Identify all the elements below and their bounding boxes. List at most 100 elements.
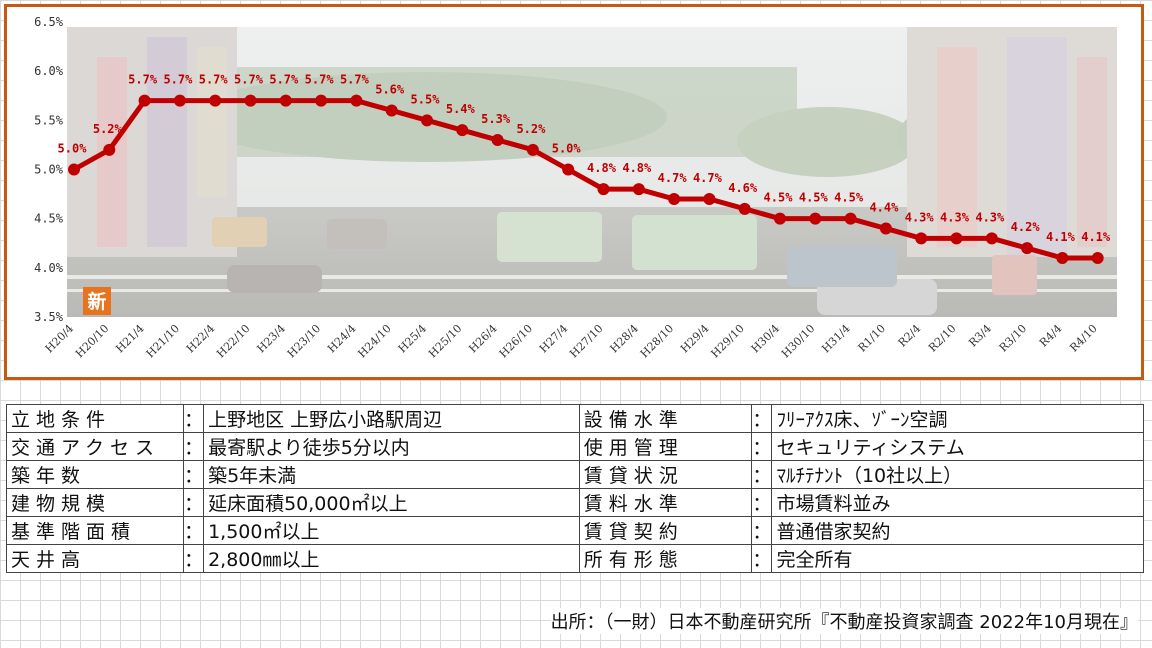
separator-cell: ： <box>751 516 773 545</box>
data-point <box>103 143 116 156</box>
data-point <box>385 104 398 117</box>
data-label: 5.0% <box>58 142 88 156</box>
y-tick-label: 4.0% <box>34 261 64 275</box>
x-tick-label: H30/4 <box>749 322 782 355</box>
data-label: 4.5% <box>799 191 829 205</box>
data-point <box>173 94 186 107</box>
data-label: 4.3% <box>940 210 970 224</box>
data-label: 5.2% <box>93 122 123 136</box>
data-point <box>738 202 751 215</box>
x-tick-label: R4/10 <box>1067 322 1100 355</box>
data-label: 5.7% <box>199 73 229 87</box>
data-point <box>68 163 80 176</box>
table-row: 立地条件：上野地区 上野広小路駅周辺 設備水準：ﾌﾘｰｱｸｽ床、ｿﾞｰﾝ空調 <box>5 404 1144 433</box>
x-tick-label: R4/4 <box>1037 322 1065 350</box>
x-tick-label: R3/4 <box>966 322 994 350</box>
new-badge: 新 <box>83 287 111 315</box>
data-point <box>703 193 716 205</box>
left-value-cell: 上野地区 上野広小路駅周辺 <box>203 404 580 433</box>
x-tick-label: H25/10 <box>426 322 464 360</box>
data-point <box>809 212 822 225</box>
separator-cell: ： <box>183 460 205 489</box>
x-tick-label: H28/10 <box>638 322 676 360</box>
x-tick-label: H22/10 <box>214 322 252 360</box>
left-label-cell: 交通アクセス <box>5 432 185 461</box>
data-point <box>985 232 998 245</box>
street-photo-background <box>67 27 1117 317</box>
data-point <box>950 232 963 245</box>
data-point <box>597 183 610 196</box>
right-label-cell: 使用管理 <box>578 432 753 461</box>
chart-frame: 3.5% 4.0% 4.5% 5.0% 5.5% 6.0% 6.5% H20/4 H20/10… <box>4 4 1144 380</box>
data-label: 5.2% <box>516 122 546 136</box>
separator-cell: ： <box>183 488 205 517</box>
separator-cell: ： <box>751 432 773 461</box>
x-tick-label: H31/4 <box>819 322 852 355</box>
left-value-cell: 築5年未満 <box>203 460 580 489</box>
table-row: 交通アクセス：最寄駅より徒歩5分以内 使用管理：セキュリティシステム <box>5 432 1144 461</box>
data-label: 4.3% <box>905 210 935 224</box>
right-label-cell: 賃貸契約 <box>578 516 753 545</box>
data-point <box>1091 252 1104 264</box>
source-note: 出所：（一財）日本不動産研究所『不動産投資家調査 2022年10月現在』 <box>550 608 1138 634</box>
data-point <box>279 94 292 107</box>
property-conditions-table: 立地条件：上野地区 上野広小路駅周辺 設備水準：ﾌﾘｰｱｸｽ床、ｿﾞｰﾝ空調 交通ア… <box>5 404 1144 573</box>
separator-cell: ： <box>183 432 205 461</box>
data-point <box>315 94 328 107</box>
x-tick-label: H27/4 <box>537 322 570 355</box>
x-tick-label: R1/10 <box>856 322 889 355</box>
separator-cell: ： <box>183 404 205 433</box>
data-point <box>879 222 892 235</box>
y-tick-label: 5.5% <box>34 113 64 127</box>
separator-cell: ： <box>751 460 773 489</box>
data-labels: 5.0% 5.2% 5.7% 5.7% 5.7% 5.7% 5.7% 5.7% 5.7% 5.6%… <box>58 73 1111 244</box>
data-point <box>526 143 539 156</box>
x-tick-label: H30/10 <box>779 322 817 360</box>
data-label: 4.7% <box>658 171 688 185</box>
x-tick-label: H27/10 <box>567 322 605 360</box>
right-value-cell: ﾌﾘｰｱｸｽ床、ｿﾞｰﾝ空調 <box>771 404 1144 433</box>
right-label-cell: 賃料水準 <box>578 488 753 517</box>
x-tick-label: H24/10 <box>355 322 393 360</box>
right-label-cell: 設備水準 <box>578 404 753 433</box>
data-label: 5.7% <box>340 73 370 87</box>
x-tick-label: H23/10 <box>285 322 323 360</box>
data-point <box>632 183 645 196</box>
data-label: 5.7% <box>163 73 193 87</box>
y-axis: 3.5% 4.0% 4.5% 5.0% 5.5% 6.0% 6.5% <box>34 15 64 324</box>
x-tick-label: H23/4 <box>254 322 287 355</box>
x-tick-label: H24/4 <box>325 322 358 355</box>
data-point <box>915 232 928 245</box>
x-tick-label: H22/4 <box>184 322 217 355</box>
data-point <box>244 94 257 107</box>
data-point <box>350 94 363 107</box>
data-points <box>68 94 1104 264</box>
new-badge-text: 新 <box>87 290 106 313</box>
right-value-cell: 完全所有 <box>771 544 1144 573</box>
data-point <box>1056 252 1069 264</box>
data-point <box>491 134 504 146</box>
separator-cell: ： <box>183 516 205 545</box>
x-tick-label: H28/4 <box>607 322 640 355</box>
yield-line-chart: 3.5% 4.0% 4.5% 5.0% 5.5% 6.0% 6.5% H20/4H20/10… <box>34 15 1117 360</box>
data-label: 5.7% <box>234 73 264 87</box>
data-point <box>562 163 575 176</box>
right-value-cell: セキュリティシステム <box>771 432 1144 461</box>
data-label: 4.1% <box>1046 230 1076 244</box>
data-label: 4.6% <box>728 181 758 195</box>
y-tick-label: 6.5% <box>34 15 64 29</box>
y-tick-label: 3.5% <box>34 310 64 324</box>
y-tick-label: 4.5% <box>34 212 64 226</box>
separator-cell: ： <box>751 488 773 517</box>
x-tick-label: H29/4 <box>678 322 711 355</box>
data-point <box>668 193 681 205</box>
x-tick-label: H20/10 <box>73 322 111 360</box>
data-label: 5.6% <box>375 83 405 97</box>
left-label-cell: 基準階面積 <box>5 516 185 545</box>
x-tick-label: H20/4 <box>43 322 76 355</box>
table-row: 基準階面積： 1,500㎡以上 賃貸契約：普通借家契約 <box>5 516 1144 545</box>
table-row: 築年数：築5年未満 賃貸状況：ﾏﾙﾁﾃﾅﾝﾄ（10社以上） <box>5 460 1144 489</box>
data-label: 4.8% <box>622 161 652 175</box>
separator-cell: ： <box>751 404 773 433</box>
